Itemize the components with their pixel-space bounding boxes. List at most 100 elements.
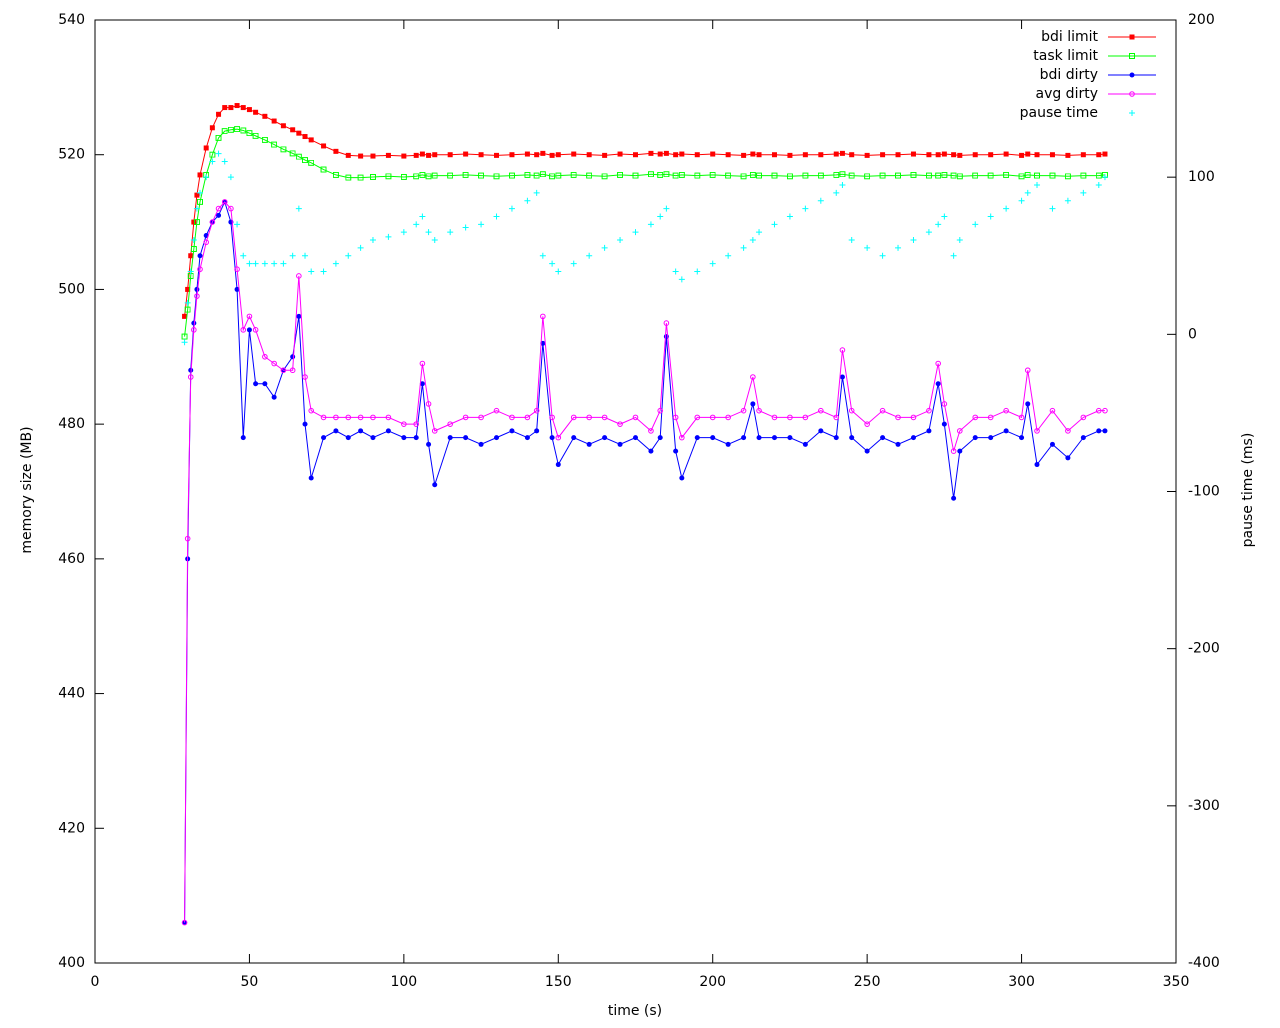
pause-point [400,229,407,236]
pause-point [187,268,194,275]
y-tick-label: 420 [58,820,85,836]
pause-point [193,205,200,212]
pause-point [956,237,963,244]
pause-point [771,221,778,228]
legend-label: task limit [1033,48,1098,64]
pause-point [447,229,454,236]
pause-point [320,268,327,275]
pause-point [972,221,979,228]
legend-label: pause time [1020,105,1098,121]
pause-point [833,189,840,196]
pause-point [756,229,763,236]
pause-point [431,237,438,244]
pause-point [295,205,302,212]
y2-tick-label: -200 [1188,641,1220,657]
x-tick-label: 350 [1163,974,1190,990]
pause-point [215,150,222,157]
pause-point [864,244,871,251]
pause-point [462,224,469,231]
pause-point [935,221,942,228]
y-tick-label: 540 [58,12,85,28]
pause-point [672,268,679,275]
pause-point [709,260,716,267]
pause-point [1034,182,1041,189]
legend-label: avg dirty [1035,86,1098,102]
pause-point [302,252,309,259]
pause-point [740,244,747,251]
pause-point [240,252,247,259]
legend-symbol [1129,110,1135,116]
pause-point [647,221,654,228]
pause-point [221,158,228,165]
y-tick-label: 500 [58,281,85,297]
pause-point [308,268,315,275]
y-tick-label: 440 [58,686,85,702]
pause-point [586,252,593,259]
pause-point [413,221,420,228]
pause-point [950,252,957,259]
pause-point [601,244,608,251]
pause-point [234,221,241,228]
pause-point [1018,197,1025,204]
y-tick-label: 520 [58,147,85,163]
pause-point [1064,197,1071,204]
pause-point [895,244,902,251]
x-tick-label: 100 [390,974,417,990]
pause-point [663,205,670,212]
pause-point [190,237,197,244]
pause-point [925,229,932,236]
pause-point [1024,189,1031,196]
pause-point [425,229,432,236]
pause-point [493,213,500,220]
pause-point [203,174,210,181]
pause-point [508,205,515,212]
pause-point [261,260,268,267]
series-line [182,199,1108,926]
pause-point [570,260,577,267]
pause-point [549,260,556,267]
pause-point [289,252,296,259]
pause-point [987,213,994,220]
pause-point [941,213,948,220]
pause-point [1049,205,1056,212]
pause-point [419,213,426,220]
pause-point [478,221,485,228]
pause-point [271,260,278,267]
pause-point [848,237,855,244]
pause-point [533,189,540,196]
x-tick-label: 250 [854,974,881,990]
series-line [182,103,1108,319]
y-tick-label: 480 [58,416,85,432]
pause-point [280,260,287,267]
pause-point [839,182,846,189]
pause-point [369,237,376,244]
x-tick-label: 200 [699,974,726,990]
pause-point [555,268,562,275]
x-tick-label: 150 [545,974,572,990]
x-axis-label: time (s) [608,1003,662,1019]
plot-border [94,19,1177,964]
pause-point [1003,205,1010,212]
pause-point [246,260,253,267]
pause-point [209,158,216,165]
pause-point [632,229,639,236]
pause-point [678,276,685,283]
pause-point [539,252,546,259]
x-tick-label: 50 [241,974,259,990]
pause-point [879,252,886,259]
pause-point [357,244,364,251]
pause-point [1101,174,1108,181]
y-tick-label: 400 [58,955,85,971]
pause-point [524,197,531,204]
pause-point [910,237,917,244]
pause-point [332,260,339,267]
legend-label: bdi limit [1041,29,1098,45]
legend-label: bdi dirty [1040,67,1098,83]
pause-point [227,174,234,181]
pause-point [725,252,732,259]
pause-point [197,189,204,196]
pause-point [617,237,624,244]
y-tick-label: 460 [58,551,85,567]
pause-point [252,260,259,267]
